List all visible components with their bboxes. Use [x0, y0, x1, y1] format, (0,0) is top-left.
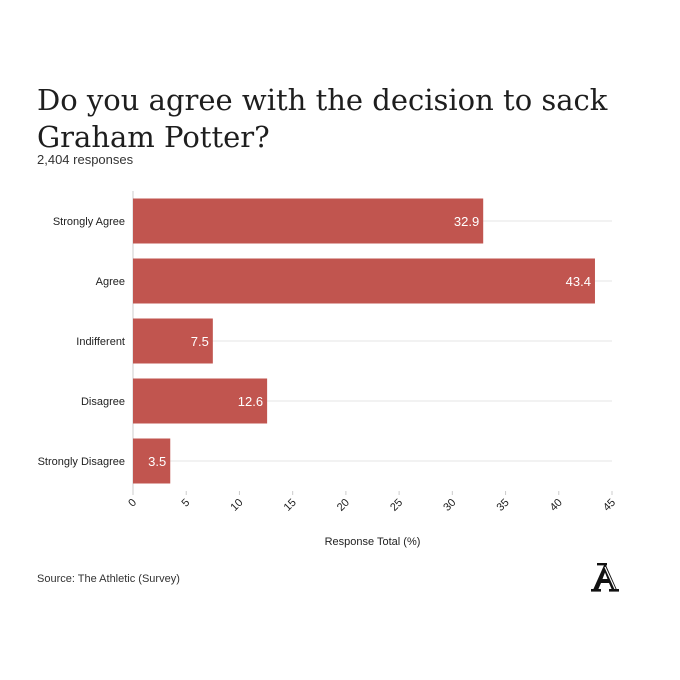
value-label: 7.5 — [191, 334, 209, 349]
x-tick-label: 15 — [282, 497, 299, 514]
the-athletic-logo-icon — [588, 560, 622, 599]
bar — [133, 318, 213, 364]
x-tick-label: 20 — [335, 497, 352, 514]
x-tick-label: 25 — [388, 497, 405, 514]
bar — [133, 438, 171, 484]
x-tick-label: 35 — [495, 497, 512, 514]
x-tick-label: 30 — [441, 497, 458, 514]
value-label: 12.6 — [238, 394, 263, 409]
x-tick-label: 10 — [228, 497, 245, 514]
bar — [133, 198, 484, 244]
x-axis-label: Response Total (%) — [325, 536, 421, 548]
title-line-2: Graham Potter? — [37, 120, 270, 154]
bar — [133, 258, 595, 304]
x-tick-label: 0 — [126, 497, 139, 510]
category-label: Indifferent — [76, 336, 125, 348]
source-note: Source: The Athletic (Survey) — [37, 573, 180, 585]
value-label: 43.4 — [566, 274, 591, 289]
chart-title: Do you agree with the decision to sack G… — [37, 82, 637, 156]
value-label: 32.9 — [454, 214, 479, 229]
category-label: Strongly Disagree — [38, 456, 125, 468]
category-label: Disagree — [81, 396, 125, 408]
bar — [133, 378, 268, 424]
category-label: Agree — [96, 276, 125, 288]
x-tick-label: 5 — [180, 497, 193, 510]
x-tick-label: 45 — [601, 497, 618, 514]
value-label: 3.5 — [148, 454, 166, 469]
response-count: 2,404 responses — [37, 152, 134, 167]
category-label: Strongly Agree — [53, 216, 125, 228]
x-tick-label: 40 — [548, 497, 565, 514]
title-line-1: Do you agree with the decision to sack — [37, 83, 608, 117]
